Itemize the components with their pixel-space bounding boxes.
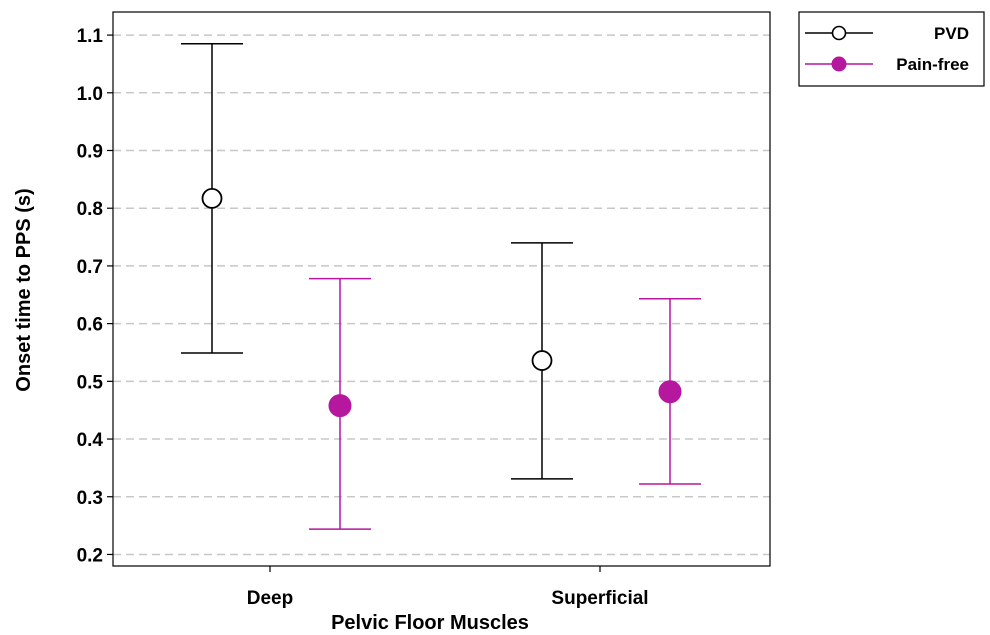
legend-marker-open-circle (831, 25, 847, 41)
x-tick-label: Superficial (551, 588, 648, 609)
gridlines (113, 34, 770, 556)
series-layer (181, 42, 701, 530)
y-tick-label: 1.0 (77, 84, 103, 105)
y-axis-title: Onset time to PPS (s) (13, 188, 35, 391)
data-point (201, 187, 223, 209)
data-point (531, 350, 553, 371)
data-point (328, 394, 352, 418)
y-tick-label: 0.5 (77, 372, 104, 393)
y-tick-label: 0.3 (77, 488, 103, 509)
data-point (658, 380, 682, 404)
legend-box (798, 11, 985, 87)
y-tick-label: 0.4 (77, 430, 104, 451)
legend: PVD Pain-free (798, 11, 985, 87)
series-pain-free (309, 277, 701, 530)
x-axis-ticks: Deep Superficial (247, 566, 649, 609)
series-pvd (181, 42, 573, 480)
y-axis-ticks: 0.2 0.3 0.4 0.5 0.6 0.7 0.8 0.9 1.0 1.1 (77, 26, 113, 566)
y-tick-label: 0.9 (77, 142, 103, 163)
x-tick-label: Deep (247, 588, 293, 609)
plot-frame (112, 11, 771, 567)
legend-marker-filled-circle (831, 56, 847, 72)
y-tick-label: 0.8 (77, 199, 103, 220)
y-tick-label: 0.6 (77, 315, 103, 336)
legend-label: Pain-free (896, 55, 969, 74)
legend-label: PVD (934, 24, 969, 43)
y-tick-label: 1.1 (77, 26, 104, 47)
y-tick-label: 0.2 (77, 545, 103, 566)
x-axis-title: Pelvic Floor Muscles (331, 612, 529, 634)
y-tick-label: 0.7 (77, 257, 103, 278)
